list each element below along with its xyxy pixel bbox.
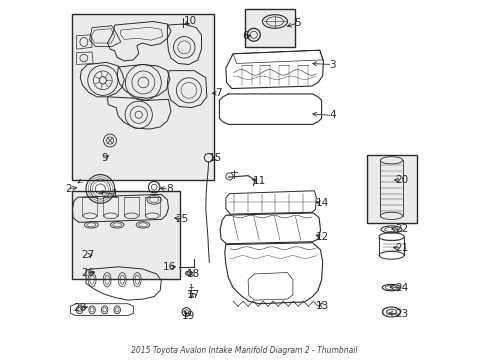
Text: 24: 24 — [394, 283, 407, 293]
Text: 7: 7 — [215, 88, 222, 98]
Text: 28: 28 — [74, 303, 87, 314]
Text: 19: 19 — [182, 311, 195, 320]
Text: 5: 5 — [294, 18, 300, 28]
Text: 11: 11 — [252, 176, 265, 186]
Bar — [366, 155, 416, 223]
Text: 2: 2 — [64, 184, 71, 194]
Bar — [244, 9, 294, 47]
Text: 3: 3 — [328, 59, 335, 69]
Text: 18: 18 — [186, 269, 200, 279]
Text: 9: 9 — [101, 153, 108, 163]
Text: 4: 4 — [328, 111, 335, 121]
Text: 21: 21 — [394, 243, 407, 253]
Text: 1: 1 — [112, 189, 119, 199]
Text: 15: 15 — [208, 153, 221, 163]
Bar — [72, 14, 214, 180]
Text: 14: 14 — [315, 198, 328, 208]
Text: 2015 Toyota Avalon Intake Manifold Diagram 2 - Thumbnail: 2015 Toyota Avalon Intake Manifold Diagr… — [131, 346, 357, 355]
Text: 8: 8 — [165, 184, 172, 194]
Bar — [72, 191, 180, 279]
Text: 6: 6 — [242, 31, 249, 41]
Text: 22: 22 — [394, 225, 407, 234]
Text: 12: 12 — [315, 232, 328, 242]
Text: 26: 26 — [81, 268, 94, 278]
Text: 10: 10 — [183, 17, 196, 27]
Text: 16: 16 — [163, 262, 176, 272]
Text: 13: 13 — [315, 301, 328, 311]
Text: 17: 17 — [186, 290, 200, 300]
Text: 20: 20 — [394, 175, 407, 185]
Text: 25: 25 — [175, 214, 188, 224]
Text: 27: 27 — [81, 250, 94, 260]
Text: 23: 23 — [394, 310, 407, 319]
